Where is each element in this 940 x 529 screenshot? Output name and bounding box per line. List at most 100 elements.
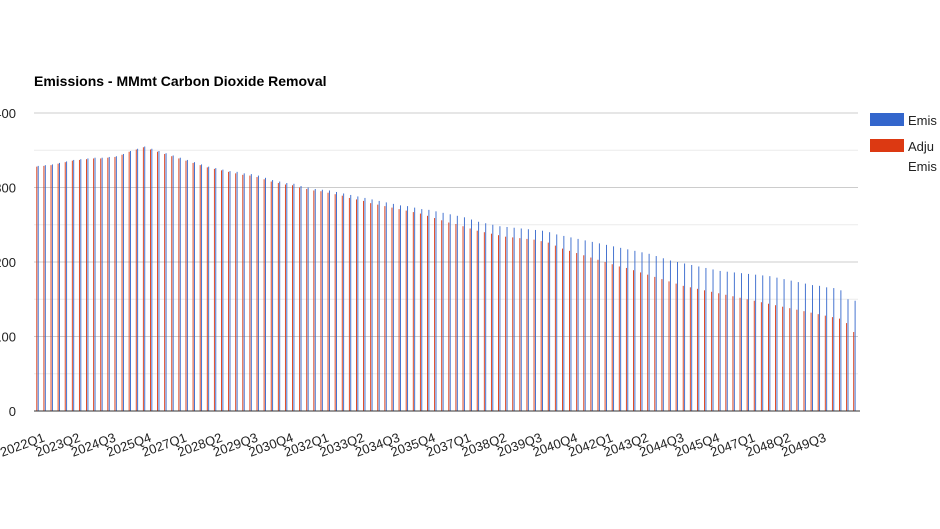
bar-adju [689, 287, 691, 411]
bar-adju [384, 206, 386, 411]
bar-emis [797, 282, 799, 411]
bar-adju [590, 257, 592, 411]
bar-emis [648, 253, 650, 411]
bar-adju [490, 233, 492, 411]
bar-emis [357, 196, 359, 411]
bar-adju [249, 175, 251, 411]
bar-adju [185, 160, 187, 411]
bar-emis [378, 200, 380, 411]
bar-emis [549, 232, 551, 411]
bar-adju [199, 165, 201, 411]
bar-emis [804, 283, 806, 411]
bar-adju [164, 153, 166, 411]
x-axis-ticks: 2022Q12023Q22024Q32025Q42027Q12028Q22029… [0, 430, 828, 460]
bar-adju [398, 209, 400, 411]
bar-emis [144, 146, 146, 411]
bar-adju [36, 166, 38, 411]
bar-emis [371, 199, 373, 411]
bar-emis [201, 164, 203, 411]
bar-emis [336, 191, 337, 411]
bar-adju [846, 323, 848, 411]
bar-adju [810, 312, 812, 411]
bar-adju [419, 213, 421, 411]
bar-adju [114, 156, 116, 411]
bar-emis [790, 280, 792, 411]
bar-emis [300, 186, 302, 411]
bar-emis [691, 264, 693, 411]
y-tick-label: 100 [0, 330, 16, 345]
bar-emis [854, 300, 856, 411]
bar-adju [732, 296, 734, 411]
legend-label: Adju [908, 139, 934, 154]
legend: Emis Adju Emis [870, 113, 937, 174]
bar-adju [341, 195, 343, 411]
bar-emis [257, 175, 259, 411]
bar-adju [427, 215, 428, 411]
bar-adju [704, 290, 705, 411]
bar-adju [86, 159, 87, 411]
bar-emis [748, 273, 749, 411]
bar-adju [171, 156, 173, 411]
bar-adju [320, 191, 322, 411]
bar-adju [313, 190, 315, 411]
bar-emis [513, 227, 515, 411]
bar-emis [44, 165, 46, 411]
bar-emis [286, 183, 288, 411]
bar-adju [135, 149, 137, 411]
bar-adju [299, 187, 301, 411]
bar-adju [483, 232, 485, 411]
bar-adju [448, 222, 450, 411]
bar-adju [348, 197, 350, 411]
bar-adju [725, 294, 727, 411]
bar-emis [51, 164, 53, 411]
bar-emis [776, 277, 778, 411]
bar-adju [796, 309, 798, 411]
bar-emis [492, 224, 494, 411]
bar-adju [831, 317, 833, 411]
bar-adju [277, 183, 279, 411]
bar-emis [250, 174, 252, 411]
bar-emis [499, 226, 501, 411]
bar-emis [456, 215, 458, 411]
bar-adju [412, 212, 414, 411]
bar-emis [137, 148, 139, 411]
bar-emis [400, 205, 401, 411]
bar-emis [733, 272, 735, 411]
bar-emis [272, 180, 274, 411]
bar-adju [569, 250, 571, 411]
bar-emis [485, 223, 487, 411]
bar-adju [505, 236, 507, 411]
bar-adju [370, 203, 372, 411]
bar-emis [591, 241, 593, 411]
bar-adju [476, 230, 478, 411]
bar-emis [598, 243, 600, 411]
bar-adju [405, 210, 407, 411]
bar-emis [186, 159, 188, 411]
bar-adju [100, 158, 102, 411]
bar-adju [263, 179, 265, 411]
bar-emis [222, 169, 224, 411]
bar-adju [547, 242, 549, 411]
bar-emis [59, 162, 60, 411]
bar-adju [441, 220, 443, 411]
bar-adju [597, 259, 599, 411]
legend-label: Emis [908, 113, 937, 128]
bar-emis [527, 229, 529, 411]
bar-emis [115, 156, 117, 411]
bar-adju [753, 300, 755, 411]
bar-emis [321, 189, 323, 411]
bar-adju [839, 318, 840, 411]
bar-adju [519, 238, 521, 411]
y-tick-label: 400 [0, 106, 16, 121]
bar-adju [270, 181, 272, 411]
bar-emis [563, 235, 565, 411]
bar-adju [192, 162, 194, 411]
bar-emis [37, 165, 39, 411]
bar-adju [206, 167, 208, 411]
bar-adju [292, 185, 293, 411]
y-tick-label: 300 [0, 181, 16, 196]
bar-emis [414, 207, 416, 411]
bar-adju [327, 192, 329, 411]
bar-adju [782, 306, 784, 411]
bar-emis [122, 153, 124, 411]
